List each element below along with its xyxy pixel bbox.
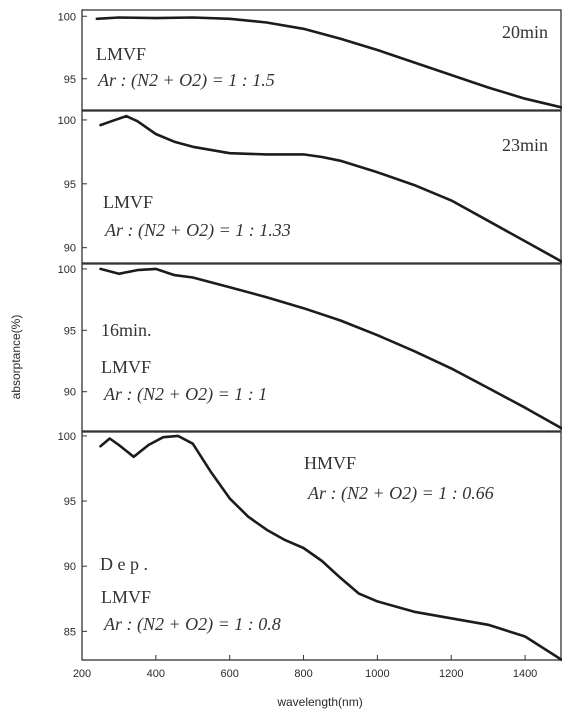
annotation-film: LMVF (101, 587, 151, 607)
annotation-ratio: Ar : (N2 + O2) = 1 : 1 (103, 384, 267, 405)
x-tick-label: 600 (221, 668, 239, 680)
y-tick-label: 100 (58, 431, 76, 443)
y-tick-label: 95 (64, 325, 76, 337)
y-tick-label: 95 (64, 496, 76, 508)
annotation-film: LMVF (101, 357, 151, 377)
series-line-panel-4 (99, 434, 562, 662)
annotation-film: LMVF (96, 44, 146, 64)
series-lines (95, 16, 562, 662)
panel-frame-1 (81, 9, 562, 111)
y-tick-label: 100 (58, 11, 76, 23)
y-tick-label: 95 (64, 179, 76, 191)
panel-frames (81, 9, 562, 661)
panel-frame-2 (81, 110, 562, 264)
panel-frame-3 (81, 263, 562, 432)
annotation-dep: D e p . (100, 554, 148, 574)
series-line-panel-3 (99, 267, 562, 430)
y-tick-label: 100 (58, 115, 76, 127)
y-tick-label: 90 (64, 243, 76, 255)
x-tick-label: 200 (73, 668, 91, 680)
y-tick-label: 95 (64, 74, 76, 86)
x-tick-label: 1200 (439, 668, 463, 680)
annotation-ratio: Ar : (N2 + O2) = 1 : 1.5 (97, 70, 275, 91)
series-line-panel-1 (95, 16, 562, 109)
axis-ticks: 100 95 100 95 90 100 95 90 100 95 90 85 200 400 600 800… (58, 11, 538, 680)
annotation-film: LMVF (103, 192, 153, 212)
x-tick-label: 800 (294, 668, 312, 680)
annotation-ratio: Ar : (N2 + O2) = 1 : 1.33 (104, 220, 291, 241)
y-tick-label: 85 (64, 626, 76, 638)
annotation-ratio: Ar : (N2 + O2) = 1 : 0.8 (103, 614, 281, 635)
y-tick-label: 90 (64, 387, 76, 399)
y-axis-title: absorptance(%) (9, 315, 23, 400)
annotation-time: 16min. (101, 320, 152, 340)
annotation-time: 23min (502, 135, 548, 155)
x-axis-title: wavelength(nm) (276, 695, 362, 709)
x-tick-label: 1400 (513, 668, 537, 680)
y-tick-label: 90 (64, 561, 76, 573)
series-line-panel-2 (99, 114, 562, 264)
x-tick-label: 1000 (365, 668, 389, 680)
x-tick-label: 400 (147, 668, 165, 680)
panel-frame-4 (81, 431, 562, 661)
annotation-time: 20min (502, 22, 548, 42)
annotations: 20min LMVF Ar : (N2 + O2) = 1 : 1.5 23min LM… (96, 22, 548, 635)
annotation-hratio: Ar : (N2 + O2) = 1 : 0.66 (307, 483, 494, 504)
annotation-hmvf: HMVF (304, 453, 356, 473)
y-tick-label: 100 (58, 264, 76, 276)
